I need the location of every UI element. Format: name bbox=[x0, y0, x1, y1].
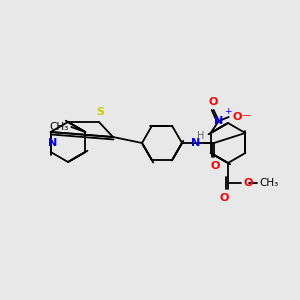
Text: N: N bbox=[214, 116, 223, 126]
Text: N: N bbox=[191, 138, 201, 148]
Text: O: O bbox=[243, 178, 252, 188]
Text: O: O bbox=[210, 161, 220, 171]
Text: O: O bbox=[219, 193, 229, 203]
Text: O: O bbox=[233, 112, 242, 122]
Text: CH₃: CH₃ bbox=[49, 122, 68, 132]
Text: N: N bbox=[48, 138, 57, 148]
Text: —: — bbox=[242, 112, 251, 121]
Text: H: H bbox=[197, 131, 204, 141]
Text: +: + bbox=[224, 107, 231, 116]
Text: S: S bbox=[96, 107, 104, 117]
Text: O: O bbox=[209, 97, 218, 107]
Text: CH₃: CH₃ bbox=[259, 178, 278, 188]
